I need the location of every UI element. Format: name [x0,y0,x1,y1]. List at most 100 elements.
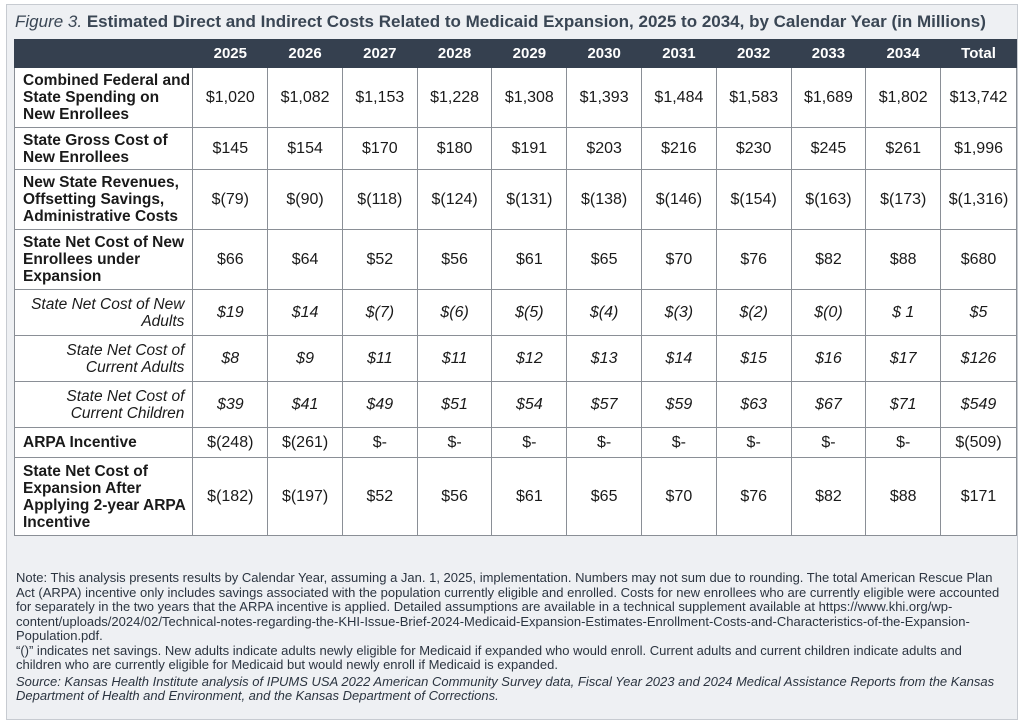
value-cell: $52 [341,457,418,536]
value-cell: $61 [491,457,568,536]
table-row: Combined Federal and State Spending on N… [13,67,1017,128]
value-cell: $(3) [641,289,717,336]
row-label: ARPA Incentive [13,427,194,458]
total-cell: $171 [940,457,1017,536]
row-label: New State Revenues, Offsetting Savings, … [13,169,194,230]
value-cell: $(173) [865,169,942,230]
value-cell: $- [416,427,493,458]
value-cell: $59 [641,381,717,428]
total-cell: $5 [940,289,1017,336]
value-cell: $(163) [790,169,867,230]
value-cell: $1,153 [341,67,418,128]
source-text: Source: Kansas Health Institute analysis… [16,673,995,703]
value-cell: $1,484 [641,67,717,128]
value-cell: $67 [790,381,867,428]
column-header: 2033 [790,39,867,68]
column-header: 2029 [491,39,568,68]
table-row: State Net Cost of Current Children $39 $41… [13,381,1017,428]
row-label: State Net Cost of Expansion After Applyi… [13,457,194,536]
figure-title-text: Estimated Direct and Indirect Costs Rela… [86,12,986,31]
column-header: 2030 [566,39,643,68]
value-cell: $(2) [715,289,792,336]
value-cell: $(5) [491,289,568,336]
value-cell: $180 [416,127,493,170]
value-cell: $57 [566,381,643,428]
value-cell: $39 [192,381,269,428]
value-cell: $56 [416,457,493,536]
value-cell: $65 [566,229,643,290]
value-cell: $1,082 [267,67,343,128]
value-cell: $191 [491,127,568,170]
value-cell: $- [341,427,418,458]
value-cell: $70 [641,229,717,290]
value-cell: $(7) [341,289,418,336]
value-cell: $14 [267,289,343,336]
value-cell: $56 [416,229,493,290]
value-cell: $1,228 [416,67,493,128]
value-cell: $14 [641,335,717,382]
value-cell: $51 [416,381,493,428]
value-cell: $52 [341,229,418,290]
value-cell: $71 [865,381,942,428]
value-cell: $63 [715,381,792,428]
value-cell: $54 [491,381,568,428]
value-cell: $(197) [267,457,343,536]
value-cell: $82 [790,457,867,536]
total-cell: $1,996 [940,127,1017,170]
value-cell: $64 [267,229,343,290]
table-row: State Net Cost of Expansion After Applyi… [13,457,1017,536]
row-label: State Net Cost of Current Children [13,381,194,428]
header-corner [13,39,194,68]
column-header: 2028 [416,39,493,68]
table-row: ARPA Incentive $(248) $(261) $- $- $- $- $- $- $-… [13,427,1017,458]
value-cell: $(124) [416,169,493,230]
value-cell: $61 [491,229,568,290]
value-cell: $66 [192,229,269,290]
value-cell: $(0) [790,289,867,336]
table-row: New State Revenues, Offsetting Savings, … [13,169,1017,230]
value-cell: $8 [192,335,269,382]
value-cell: $(79) [192,169,269,230]
total-cell: $549 [940,381,1017,428]
value-cell: $- [865,427,942,458]
value-cell: $41 [267,381,343,428]
value-cell: $15 [715,335,792,382]
value-cell: $(118) [341,169,418,230]
value-cell: $11 [341,335,418,382]
value-cell: $1,583 [715,67,792,128]
value-cell: $76 [715,457,792,536]
total-cell: $(1,316) [940,169,1017,230]
value-cell: $170 [341,127,418,170]
column-header: 2034 [865,39,942,68]
row-label: State Gross Cost of New Enrollees [13,127,194,170]
value-cell: $9 [267,335,343,382]
value-cell: $11 [416,335,493,382]
value-cell: $(6) [416,289,493,336]
column-header-total: Total [940,39,1017,68]
value-cell: $- [715,427,792,458]
header-row: 2025 2026 2027 2028 2029 2030 2031 2032 … [13,39,1017,68]
column-header: 2031 [641,39,717,68]
value-cell: $245 [790,127,867,170]
value-cell: $49 [341,381,418,428]
value-cell: $(4) [566,289,643,336]
note-text: Note: This analysis presents results by … [16,570,1000,643]
table-row: State Gross Cost of New Enrollees $145 $15… [13,127,1017,170]
value-cell: $65 [566,457,643,536]
value-cell: $- [566,427,643,458]
figure-label: Figure 3. [15,12,83,31]
value-cell: $203 [566,127,643,170]
value-cell: $1,802 [865,67,942,128]
figure-panel: Figure 3. Estimated Direct and Indirect … [6,4,1018,720]
column-header: 2026 [267,39,343,68]
value-cell: $88 [865,229,942,290]
figure-title: Figure 3. Estimated Direct and Indirect … [15,9,1011,35]
total-cell: $13,742 [940,67,1017,128]
total-cell: $126 [940,335,1017,382]
value-cell: $19 [192,289,269,336]
value-cell: $76 [715,229,792,290]
row-label: State Net Cost of New Enrollees under Ex… [13,229,194,290]
row-label: State Net Cost of Current Adults [13,335,194,382]
row-label: State Net Cost of New Adults [13,289,194,336]
definitions-text: “()” indicates net savings. New adults i… [16,642,962,672]
